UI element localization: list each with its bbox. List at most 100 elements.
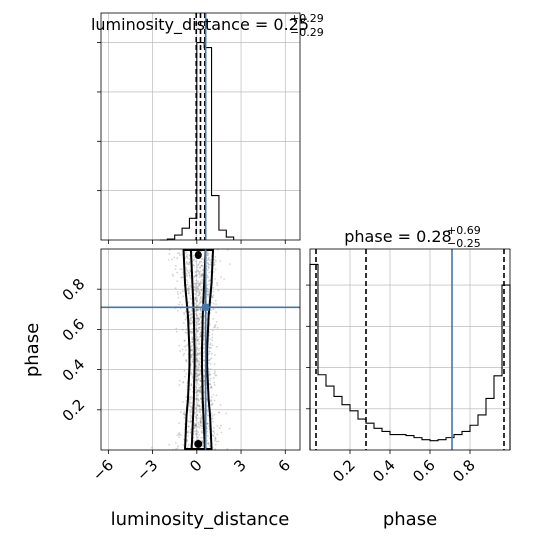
scatter-point — [181, 329, 184, 331]
scatter-point — [176, 257, 179, 260]
scatter-point — [198, 389, 201, 392]
luminosity-distance-hist-step — [159, 42, 235, 241]
scatter-point — [200, 425, 203, 428]
scatter-point — [179, 301, 181, 304]
scatter-point — [199, 335, 202, 338]
scatter-point — [199, 280, 202, 283]
scatter-point — [181, 290, 184, 293]
scatter-point — [212, 286, 215, 289]
scatter-point — [195, 416, 197, 419]
scatter-point — [206, 414, 209, 417]
scatter-point — [213, 399, 216, 402]
scatter-point — [182, 443, 185, 446]
scatter-point — [211, 417, 214, 420]
scatter-point — [220, 424, 222, 427]
scatter-point — [198, 313, 201, 316]
scatter-point — [187, 263, 190, 266]
scatter-point — [199, 335, 202, 337]
scatter-point — [195, 369, 198, 372]
scatter-point — [199, 331, 202, 333]
scatter-point — [185, 274, 188, 276]
scatter-point — [192, 360, 194, 363]
scatter-point — [190, 356, 193, 359]
scatter-point — [190, 332, 193, 335]
scatter-point — [200, 436, 202, 439]
scatter-point — [208, 352, 211, 355]
scatter-point — [193, 264, 195, 267]
scatter-point — [208, 370, 211, 373]
scatter-point — [197, 317, 200, 320]
scatter-point — [210, 357, 213, 360]
scatter-point — [190, 354, 192, 357]
scatter-point — [200, 289, 203, 292]
scatter-point — [206, 254, 209, 257]
scatter-point — [198, 260, 201, 263]
scatter-point — [174, 442, 177, 444]
scatter-point — [215, 260, 217, 263]
scatter-point — [168, 249, 171, 251]
scatter-point — [209, 338, 212, 340]
scatter-point — [196, 300, 198, 302]
scatter-point — [197, 283, 200, 286]
scatter-point — [187, 420, 190, 423]
scatter-point — [201, 445, 204, 447]
phase-y-tick-label: 0.6 — [59, 315, 89, 345]
scatter-point — [206, 274, 209, 277]
scatter-point — [199, 309, 202, 311]
scatter-point — [212, 290, 215, 293]
scatter-point — [207, 441, 210, 444]
scatter-point — [209, 350, 211, 353]
scatter-point — [195, 372, 197, 375]
scatter-point — [206, 422, 208, 425]
scatter-point — [197, 288, 200, 291]
scatter-point — [201, 439, 204, 442]
scatter-point — [196, 414, 198, 417]
scatter-point — [191, 373, 193, 376]
scatter-point — [187, 432, 189, 434]
scatter-point — [214, 443, 217, 446]
scatter-point — [192, 255, 195, 257]
scatter-point — [189, 294, 192, 297]
scatter-point — [199, 417, 202, 420]
scatter-point — [198, 384, 200, 386]
scatter-point — [194, 297, 196, 300]
scatter-point — [190, 319, 192, 322]
scatter-point — [213, 263, 216, 266]
scatter-point — [183, 339, 186, 342]
scatter-point — [198, 336, 201, 338]
scatter-point — [196, 348, 199, 350]
scatter-point — [209, 342, 212, 345]
scatter-point — [189, 330, 192, 333]
scatter-point — [191, 344, 193, 347]
scatter-point — [196, 352, 199, 354]
scatter-point — [197, 270, 200, 273]
scatter-point — [213, 413, 216, 416]
scatter-point — [199, 282, 202, 285]
scatter-point — [191, 336, 194, 339]
scatter-point — [197, 340, 200, 343]
scatter-point — [178, 384, 181, 387]
scatter-point — [182, 295, 185, 298]
scatter-point — [198, 347, 201, 350]
scatter-point — [209, 358, 212, 361]
scatter-point — [176, 434, 179, 437]
scatter-point — [189, 317, 192, 320]
scatter-point — [174, 268, 177, 271]
scatter-point — [182, 381, 185, 383]
scatter-point — [198, 364, 201, 367]
scatter-point — [195, 327, 197, 330]
scatter-point — [186, 263, 188, 265]
phase-hist-ticks: 0.2 0.4 0.6 0.8 — [306, 284, 479, 486]
scatter-point — [177, 296, 180, 299]
scatter-point — [186, 261, 188, 264]
scatter-point — [196, 287, 199, 290]
scatter-point — [187, 425, 190, 428]
scatter-point — [194, 424, 197, 426]
scatter-point — [194, 274, 197, 277]
scatter-point — [209, 362, 212, 365]
scatter-point — [200, 260, 202, 263]
density-peak — [194, 439, 203, 448]
scatter-point — [197, 364, 200, 366]
scatter-point — [188, 401, 191, 403]
scatter-point — [196, 359, 199, 362]
